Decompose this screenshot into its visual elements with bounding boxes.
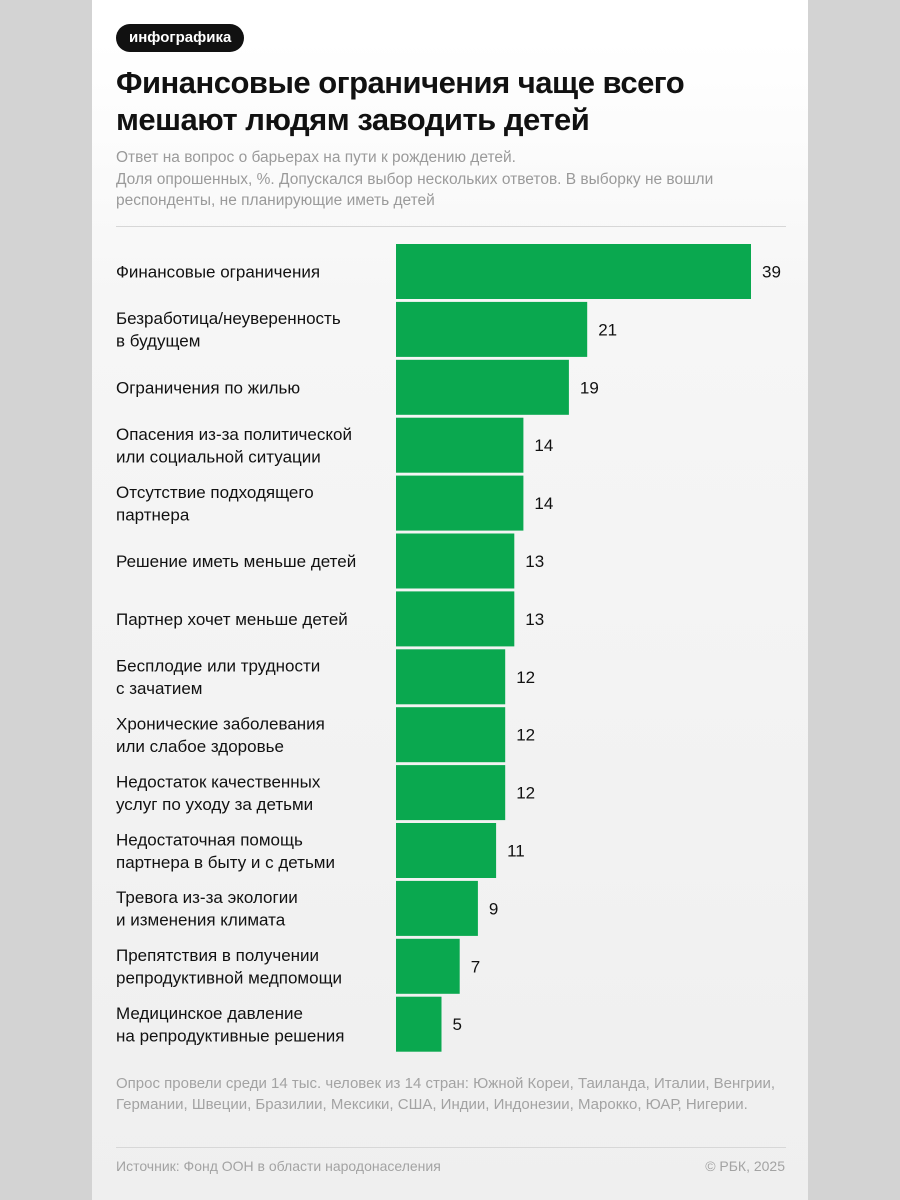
bar-value-4: 14 (534, 436, 553, 455)
survey-note: Опрос провели среди 14 тыс. человек из 1… (116, 1075, 776, 1113)
page-title: Финансовые ограничения чаще всего мешают… (116, 65, 685, 137)
bar-label-5-line-1: Отсутствие подходящего (116, 483, 314, 502)
bar-6 (396, 533, 515, 589)
bar-label-5-line-2: партнера (116, 505, 190, 524)
bar-value-12: 9 (489, 899, 498, 918)
bar-label-14-line-2: на репродуктивные решения (116, 1026, 344, 1045)
bar-7 (396, 591, 515, 647)
subtitle-line-2: Доля опрошенных, %. Допускался выбор нес… (116, 170, 714, 210)
bar-12 (396, 880, 478, 936)
bar-value-1: 39 (762, 263, 781, 282)
bar-label-1-line-1: Финансовые ограничения (116, 263, 320, 282)
bar-label-11-line-2: партнера в быту и с детьми (116, 853, 335, 872)
bar-14 (396, 996, 442, 1052)
bar-value-11: 11 (507, 842, 525, 861)
subtitle-line-1: Ответ на вопрос о барьерах на пути к рож… (116, 149, 516, 166)
bar-11 (396, 823, 497, 878)
bar-value-9: 12 (516, 726, 535, 745)
bar-13 (396, 938, 460, 994)
bar-value-3: 19 (580, 378, 599, 397)
subtitle: Ответ на вопрос о барьерах на пути к рож… (116, 147, 796, 212)
bar-2 (396, 301, 588, 357)
bar-10 (396, 765, 506, 821)
category-tag: инфографика (116, 24, 245, 52)
bar-label-12-line-1: Тревога из-за экологии (116, 888, 298, 907)
bar-label-4-line-2: или социальной ситуации (116, 447, 321, 466)
bar-label-8-line-1: Бесплодие или трудности (116, 657, 320, 676)
bar-value-14: 5 (453, 1015, 462, 1034)
bar-value-8: 12 (516, 668, 535, 687)
bar-label-2-line-2: в будущем (116, 332, 200, 351)
bar-label-11-line-1: Недостаточная помощь (116, 830, 303, 849)
bar-label-13-line-1: Препятствия в получении (116, 946, 319, 965)
bar-label-13-line-2: репродуктивной медпомощи (116, 969, 342, 988)
bar-value-2: 21 (598, 320, 617, 339)
copyright-text: © РБК, 2025 (705, 1158, 785, 1174)
bar-label-9-line-2: или слабое здоровье (116, 737, 284, 756)
bar-3 (396, 359, 569, 415)
bar-label-10-line-2: услуг по уходу за детьми (116, 795, 313, 814)
bar-label-12-line-2: и изменения климата (116, 911, 286, 930)
bar-label-8-line-2: с зачатием (116, 679, 202, 698)
bar-label-7-line-1: Партнер хочет меньше детей (116, 610, 348, 629)
bottom-divider (116, 1147, 786, 1148)
bar-1 (396, 244, 751, 299)
bar-value-13: 7 (471, 957, 480, 976)
bar-label-10-line-1: Недостаток качественных (116, 772, 321, 791)
source-text: Источник: Фонд ООН в области народонасел… (116, 1158, 441, 1174)
bar-5 (396, 475, 524, 531)
bar-8 (396, 649, 506, 705)
bar-value-7: 13 (525, 610, 544, 629)
bar-label-9-line-1: Хронические заболевания (116, 715, 325, 734)
bar-label-4-line-1: Опасения из-за политической (116, 425, 352, 444)
bar-label-14-line-1: Медицинское давление (116, 1004, 303, 1023)
bar-label-2-line-1: Безработица/неуверенность (116, 309, 341, 328)
top-divider (116, 226, 786, 227)
bar-label-6-line-1: Решение иметь меньше детей (116, 552, 356, 571)
bar-value-10: 12 (516, 784, 535, 803)
bar-value-6: 13 (525, 552, 544, 571)
bar-label-3-line-1: Ограничения по жилью (116, 378, 300, 397)
bar-4 (396, 417, 524, 473)
bar-9 (396, 707, 506, 763)
bar-value-5: 14 (534, 494, 553, 513)
